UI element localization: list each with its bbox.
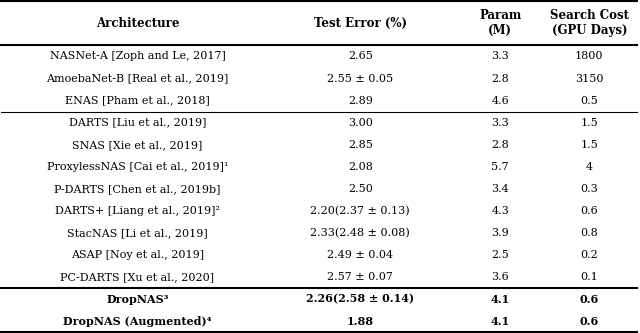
Text: 0.6: 0.6 bbox=[580, 294, 599, 305]
Text: 2.49 ± 0.04: 2.49 ± 0.04 bbox=[327, 250, 393, 260]
Text: 0.8: 0.8 bbox=[580, 228, 598, 238]
Text: DARTS [Liu et al., 2019]: DARTS [Liu et al., 2019] bbox=[68, 118, 206, 128]
Text: 2.26(2.58 ± 0.14): 2.26(2.58 ± 0.14) bbox=[306, 294, 414, 305]
Text: 3.6: 3.6 bbox=[492, 272, 509, 282]
Text: 2.89: 2.89 bbox=[348, 96, 372, 106]
Text: Test Error (%): Test Error (%) bbox=[314, 17, 406, 30]
Text: 2.33(2.48 ± 0.08): 2.33(2.48 ± 0.08) bbox=[310, 228, 410, 238]
Text: 3.9: 3.9 bbox=[492, 228, 509, 238]
Text: 0.2: 0.2 bbox=[580, 250, 598, 260]
Text: 2.5: 2.5 bbox=[492, 250, 509, 260]
Text: 1800: 1800 bbox=[575, 52, 604, 62]
Text: SNAS [Xie et al., 2019]: SNAS [Xie et al., 2019] bbox=[72, 140, 203, 150]
Text: AmoebaNet-B [Real et al., 2019]: AmoebaNet-B [Real et al., 2019] bbox=[46, 74, 228, 84]
Text: 0.6: 0.6 bbox=[580, 316, 599, 327]
Text: 2.08: 2.08 bbox=[348, 162, 372, 172]
Text: NASNet-A [Zoph and Le, 2017]: NASNet-A [Zoph and Le, 2017] bbox=[49, 52, 225, 62]
Text: 3.3: 3.3 bbox=[492, 118, 509, 128]
Text: ASAP [Noy et al., 2019]: ASAP [Noy et al., 2019] bbox=[71, 250, 204, 260]
Text: 3150: 3150 bbox=[575, 74, 604, 84]
Text: 2.50: 2.50 bbox=[348, 184, 372, 194]
Text: 0.3: 0.3 bbox=[580, 184, 598, 194]
Text: DropNAS (Augmented)⁴: DropNAS (Augmented)⁴ bbox=[63, 316, 212, 327]
Text: DARTS+ [Liang et al., 2019]²: DARTS+ [Liang et al., 2019]² bbox=[55, 206, 220, 216]
Text: StacNAS [Li et al., 2019]: StacNAS [Li et al., 2019] bbox=[67, 228, 208, 238]
Text: 2.8: 2.8 bbox=[492, 140, 509, 150]
Text: 0.6: 0.6 bbox=[580, 206, 598, 216]
Text: 3.3: 3.3 bbox=[492, 52, 509, 62]
Text: 4.3: 4.3 bbox=[492, 206, 509, 216]
Text: 3.00: 3.00 bbox=[348, 118, 372, 128]
Text: 5.7: 5.7 bbox=[492, 162, 509, 172]
Text: 1.88: 1.88 bbox=[347, 316, 374, 327]
Text: 2.65: 2.65 bbox=[348, 52, 372, 62]
Text: 0.5: 0.5 bbox=[580, 96, 598, 106]
Text: 3.4: 3.4 bbox=[492, 184, 509, 194]
Text: 2.57 ± 0.07: 2.57 ± 0.07 bbox=[327, 272, 393, 282]
Text: 4.1: 4.1 bbox=[491, 294, 510, 305]
Text: 4.6: 4.6 bbox=[492, 96, 509, 106]
Text: 2.85: 2.85 bbox=[348, 140, 372, 150]
Text: ENAS [Pham et al., 2018]: ENAS [Pham et al., 2018] bbox=[65, 96, 210, 106]
Text: PC-DARTS [Xu et al., 2020]: PC-DARTS [Xu et al., 2020] bbox=[60, 272, 214, 282]
Text: 1.5: 1.5 bbox=[580, 140, 598, 150]
Text: 1.5: 1.5 bbox=[580, 118, 598, 128]
Text: 4: 4 bbox=[586, 162, 593, 172]
Text: 2.20(2.37 ± 0.13): 2.20(2.37 ± 0.13) bbox=[310, 206, 410, 216]
Text: Architecture: Architecture bbox=[96, 17, 179, 30]
Text: 0.1: 0.1 bbox=[580, 272, 598, 282]
Text: Param
(M): Param (M) bbox=[479, 9, 522, 37]
Text: P-DARTS [Chen et al., 2019b]: P-DARTS [Chen et al., 2019b] bbox=[54, 184, 221, 194]
Text: Search Cost
(GPU Days): Search Cost (GPU Days) bbox=[550, 9, 628, 37]
Text: 2.8: 2.8 bbox=[492, 74, 509, 84]
Text: 4.1: 4.1 bbox=[491, 316, 510, 327]
Text: DropNAS³: DropNAS³ bbox=[106, 294, 169, 305]
Text: ProxylessNAS [Cai et al., 2019]¹: ProxylessNAS [Cai et al., 2019]¹ bbox=[47, 162, 228, 172]
Text: 2.55 ± 0.05: 2.55 ± 0.05 bbox=[327, 74, 393, 84]
